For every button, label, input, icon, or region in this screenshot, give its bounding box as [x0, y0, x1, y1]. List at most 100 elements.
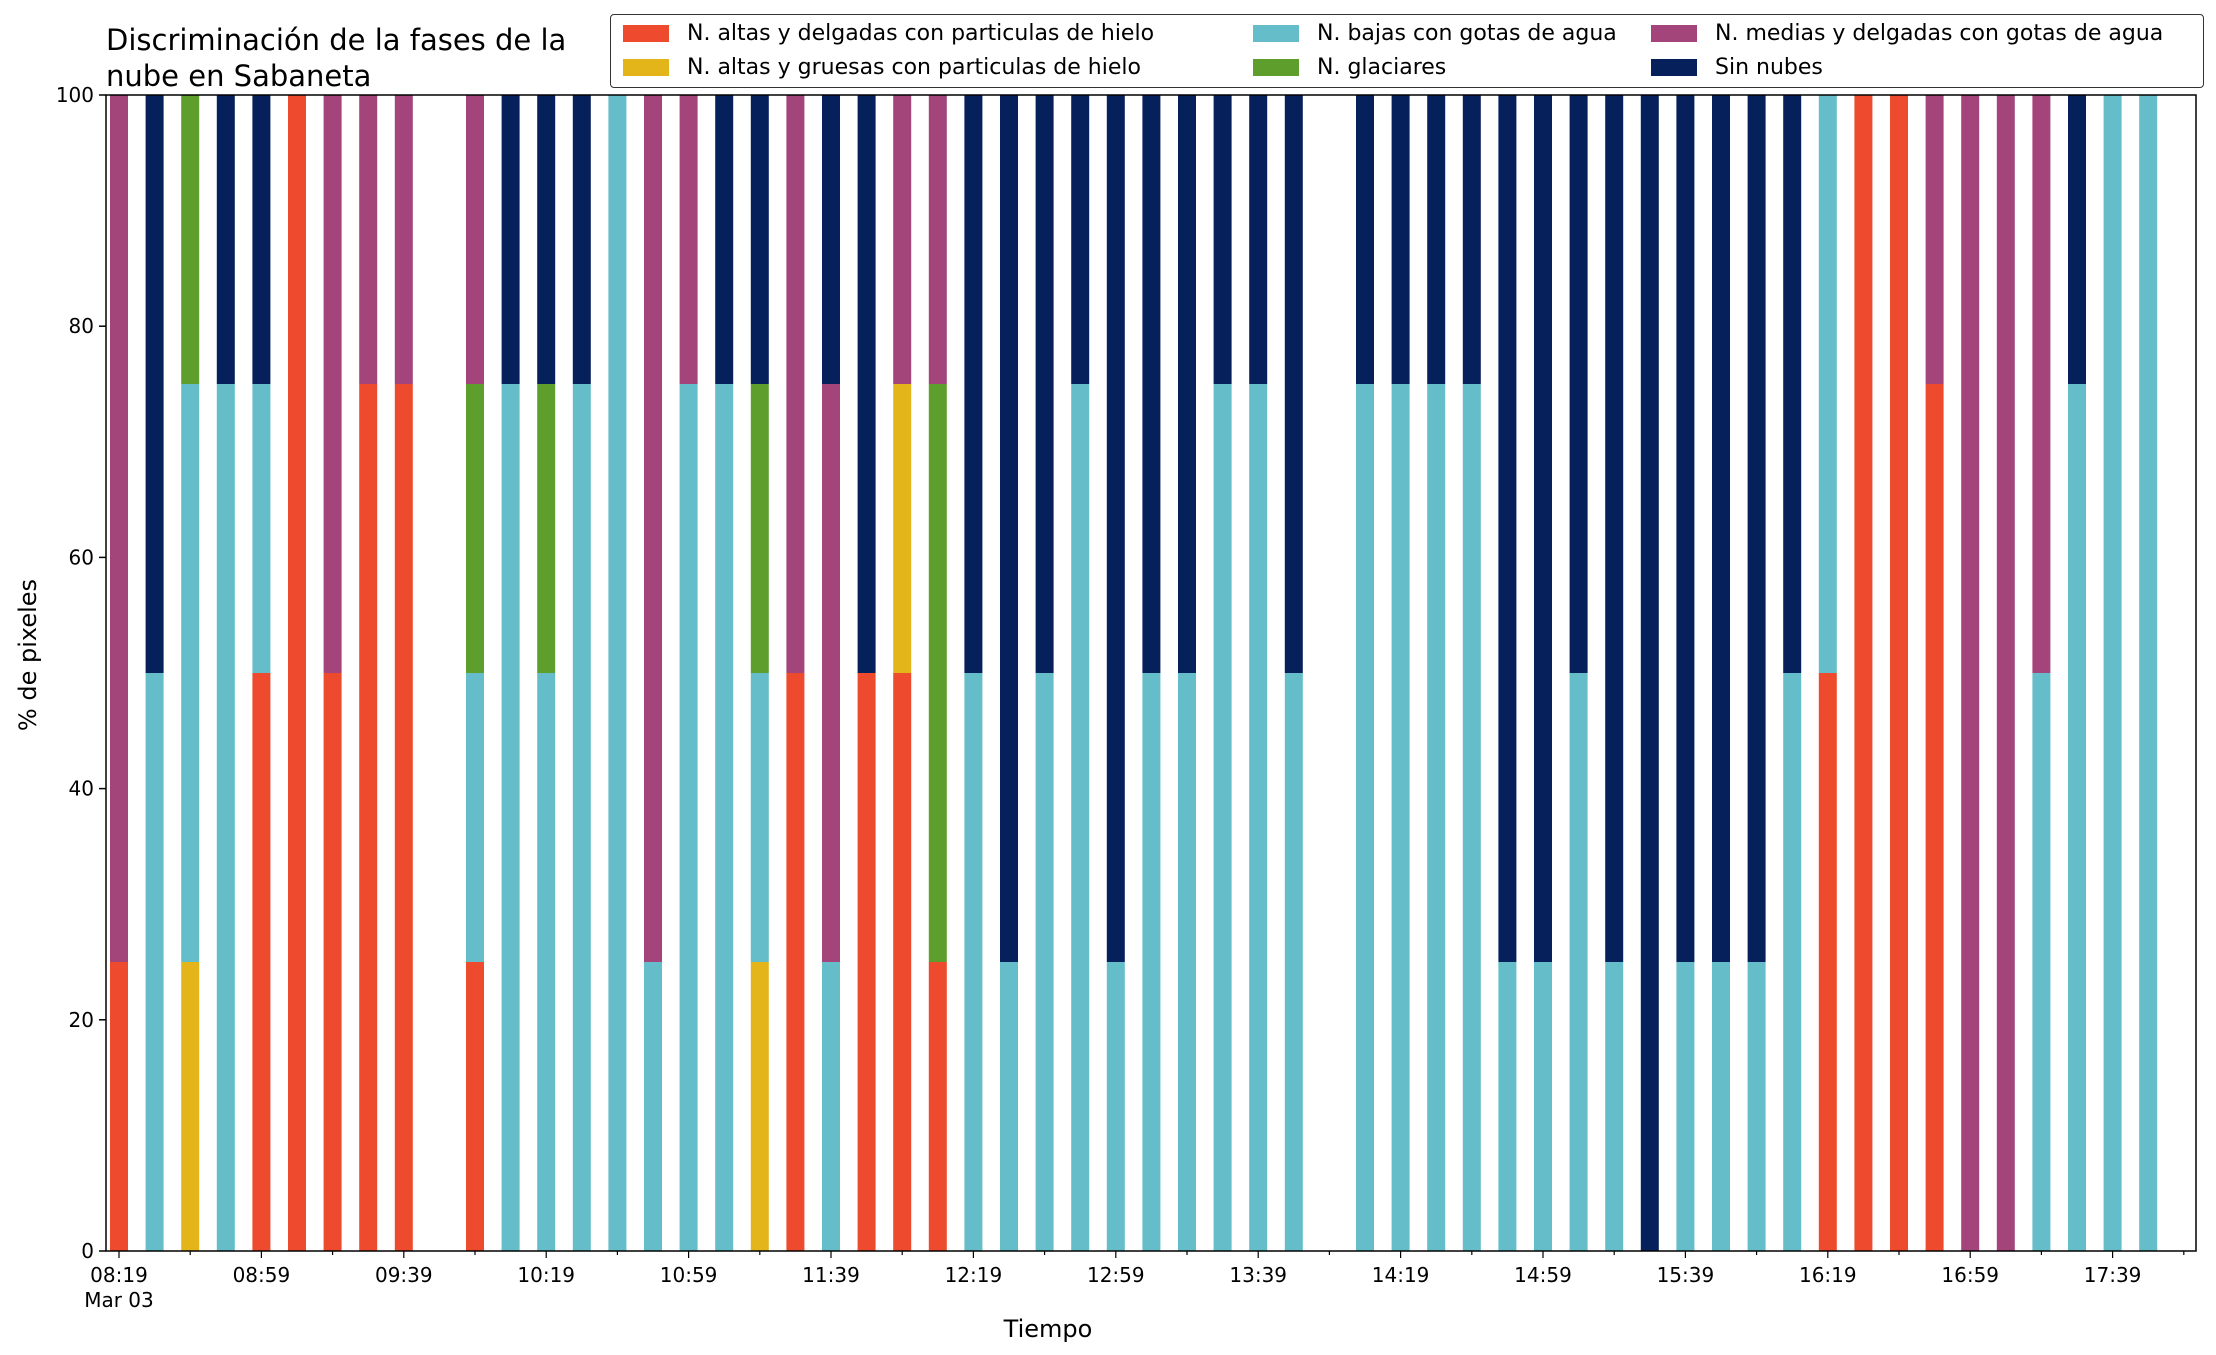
bar-segment-n: [2068, 95, 2086, 384]
bar-segment-c: [1534, 962, 1552, 1251]
bar-segment-n: [1106, 95, 1125, 962]
bar-segment-n: [1213, 95, 1232, 384]
bar-segment-c: [1213, 384, 1232, 1251]
bar-segment-n: [252, 95, 271, 384]
bar-segment-n: [501, 95, 520, 384]
bar-segment-c: [2103, 95, 2122, 1251]
legend: N. altas y delgadas con particulas de hi…: [610, 14, 2204, 88]
bar-segment-n: [1640, 95, 1659, 1251]
bar-segment-c: [1427, 384, 1446, 1251]
x-tick-label: 08:19: [90, 1263, 148, 1287]
bar-segment-p: [359, 95, 378, 384]
bar-segment-n: [1071, 95, 1090, 384]
x-tick-label: 12:19: [945, 1263, 1003, 1287]
bar-segment-n: [537, 95, 556, 384]
bar-segment-n: [1356, 95, 1374, 384]
bar-segment-r: [1890, 95, 1908, 1251]
bar-segment-c: [715, 384, 734, 1251]
bar-segment-y: [750, 962, 769, 1251]
bar-segment-n: [857, 95, 876, 673]
bar-segment-n: [1391, 95, 1410, 384]
bar-segment-c: [2032, 673, 2051, 1251]
bar-segment-n: [1000, 95, 1018, 962]
bar-segment-c: [1676, 962, 1695, 1251]
legend-label: Sin nubes: [1715, 55, 1823, 80]
bar-segment-n: [964, 95, 983, 673]
x-tick-label: 14:59: [1514, 1263, 1572, 1287]
legend-item-c: N. bajas con gotas de agua: [1253, 21, 1617, 46]
bar-segment-c: [537, 673, 556, 1251]
bar-segment-c: [608, 95, 627, 1251]
bar-segment-n: [1427, 95, 1446, 384]
legend-label: N. bajas con gotas de agua: [1317, 21, 1617, 46]
x-tick-sublabel: Mar 03: [84, 1288, 154, 1312]
x-tick-label: 16:19: [1799, 1263, 1857, 1287]
legend-item-p: N. medias y delgadas con gotas de agua: [1651, 21, 2163, 46]
bar-segment-g: [537, 384, 556, 673]
bar-segment-p: [1961, 95, 1980, 1251]
bar-segment-c: [145, 673, 164, 1251]
legend-swatch: [1651, 25, 1697, 42]
bar-segment-n: [1249, 95, 1268, 384]
bar-segment-r: [1818, 673, 1837, 1251]
bar-segment-c: [1178, 673, 1196, 1251]
bar-segment-c: [1712, 962, 1730, 1251]
x-tick-label: 12:59: [1087, 1263, 1145, 1287]
bar-segment-g: [750, 384, 769, 673]
bar-segment-p: [928, 95, 947, 384]
bar-segment-y: [181, 962, 200, 1251]
bar-segment-c: [644, 962, 662, 1251]
bar-segment-c: [572, 384, 591, 1251]
x-tick-label: 16:59: [1941, 1263, 1999, 1287]
bar-segment-p: [786, 95, 805, 673]
legend-label: N. glaciares: [1317, 55, 1447, 80]
bar-segment-c: [1605, 962, 1624, 1251]
bar-segment-c: [1000, 962, 1018, 1251]
bar-segment-c: [1818, 95, 1837, 673]
legend-item-g: N. glaciares: [1253, 55, 1446, 80]
bar-segment-c: [2139, 95, 2158, 1251]
bar-segment-p: [466, 95, 484, 384]
legend-swatch: [1651, 59, 1697, 76]
bar-segment-c: [1071, 384, 1090, 1251]
bar-segment-n: [822, 95, 840, 384]
bar-segment-c: [1356, 384, 1374, 1251]
y-tick-label: 40: [69, 777, 94, 801]
bar-segment-n: [1534, 95, 1552, 962]
legend-label: N. altas y delgadas con particulas de hi…: [687, 21, 1155, 46]
x-tick-label: 14:19: [1372, 1263, 1430, 1287]
bar-segment-c: [1783, 673, 1802, 1251]
bar-segment-n: [1676, 95, 1695, 962]
bar-segment-p: [1925, 95, 1944, 384]
bar-segment-p: [822, 384, 840, 962]
bar-segment-n: [572, 95, 591, 384]
bar-segment-r: [288, 95, 306, 1251]
bar-segment-c: [216, 384, 235, 1251]
bar-segment-c: [1142, 673, 1161, 1251]
x-tick-label: 09:39: [375, 1263, 433, 1287]
bar-segment-y: [893, 384, 912, 673]
bar-segment-n: [1783, 95, 1802, 673]
bar-segment-r: [1854, 95, 1873, 1251]
legend-item-r: N. altas y delgadas con particulas de hi…: [623, 21, 1154, 46]
bar-segment-r: [394, 384, 413, 1251]
x-tick-label: 13:39: [1229, 1263, 1287, 1287]
x-axis-label-text: Tiempo: [1003, 1315, 1093, 1343]
bar-segment-p: [2032, 95, 2051, 673]
y-tick-label: 0: [81, 1239, 94, 1263]
bar-segment-n: [715, 95, 734, 384]
legend-swatch: [623, 25, 669, 42]
bar-segment-p: [110, 95, 128, 962]
x-tick-label: 11:39: [802, 1263, 860, 1287]
bar-segment-c: [466, 673, 484, 962]
bar-segment-n: [1142, 95, 1161, 673]
bar-segment-g: [466, 384, 484, 673]
bar-segment-p: [644, 95, 662, 962]
bar-segment-p: [893, 95, 912, 384]
x-tick-label: 08:59: [233, 1263, 291, 1287]
bar-segment-n: [1498, 95, 1517, 962]
bar-segment-n: [1035, 95, 1054, 673]
x-tick-label: 15:39: [1657, 1263, 1715, 1287]
bar-segment-g: [928, 384, 947, 962]
